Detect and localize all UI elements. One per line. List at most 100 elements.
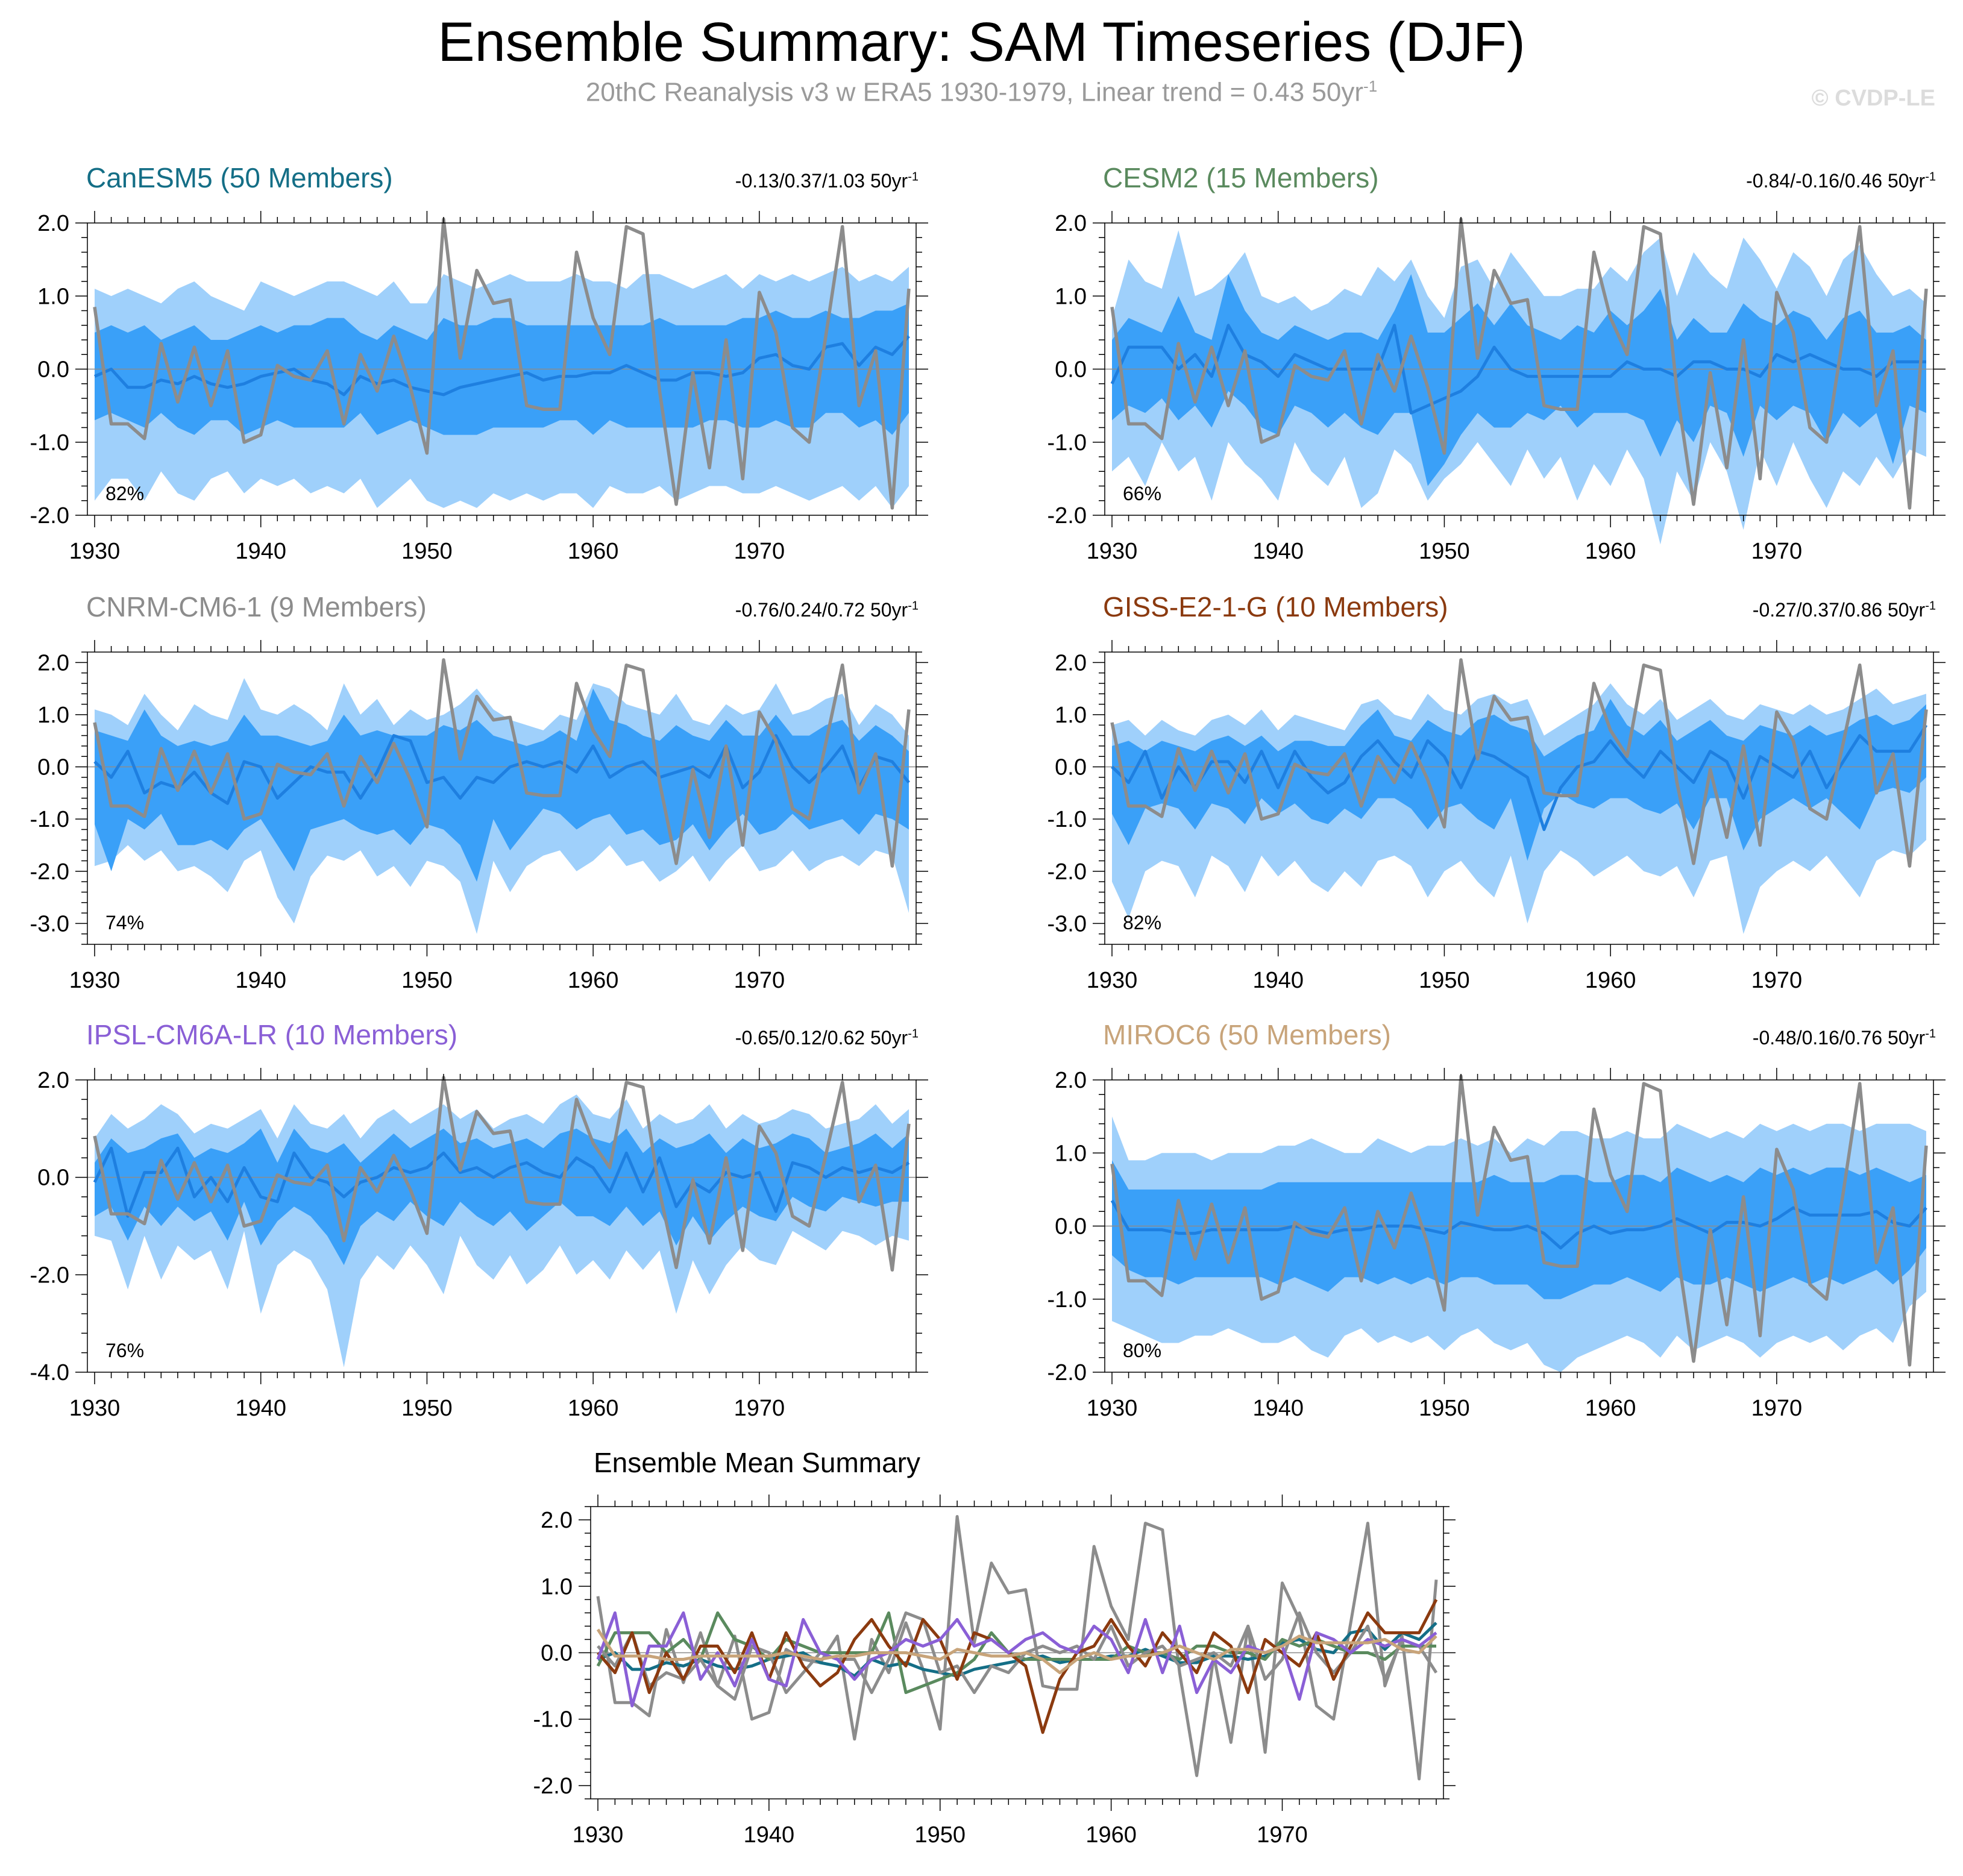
trend-exponent: -1 (908, 170, 919, 184)
percent-label: 82% (105, 483, 144, 504)
panel-trend-ipsl: -0.65/0.12/0.62 50yr-1 (735, 1027, 919, 1049)
ensemble-mean-line (1110, 324, 1926, 415)
plot-frame (87, 1079, 917, 1373)
x-tick-label: 1970 (1751, 1396, 1803, 1421)
y-tick-label: -1.0 (1047, 430, 1087, 456)
y-tick-label: 2.0 (541, 1508, 573, 1533)
x-tick-label: 1970 (734, 539, 785, 564)
y-tick-label: 0.0 (541, 1641, 573, 1666)
x-tick-label: 1930 (1087, 539, 1138, 564)
panel-miroc6: -2.0 -1.0 0.0 1.0 2.0 1930 1940 1950 1960 1970 80% (1047, 1068, 1946, 1421)
x-tick-label: 1930 (69, 1396, 121, 1421)
y-tick-label: -1.0 (30, 807, 69, 832)
y-tick-label: 2.0 (1055, 211, 1087, 236)
panel-trend-cesm2: -0.84/-0.16/0.46 50yr-1 (1746, 170, 1936, 192)
series-line-giss-e2-1-g (597, 1599, 1438, 1734)
y-tick-label: 0.0 (1055, 755, 1087, 780)
y-tick-label: 1.0 (1055, 1141, 1087, 1166)
x-tick-label: 1960 (568, 539, 619, 564)
x-tick-label: 1970 (1751, 968, 1803, 993)
y-tick-label: -1.0 (533, 1707, 573, 1733)
series-line-cesm2 (596, 1611, 1436, 1695)
percent-label: 74% (105, 912, 144, 933)
x-tick-label: 1930 (69, 968, 121, 993)
series-line-miroc6 (596, 1628, 1437, 1675)
x-tick-label: 1950 (1419, 968, 1470, 993)
outer-spread-band (95, 1094, 909, 1367)
y-tick-label: 1.0 (37, 703, 69, 728)
x-tick-label: 1940 (235, 968, 286, 993)
panel-giss-e2-1-g: -3.0 -2.0 -1.0 0.0 1.0 2.0 1930 1940 1950 1960 197… (1047, 640, 1946, 993)
panel-cesm2: -2.0 -1.0 0.0 1.0 2.0 1930 1940 1950 1960 1970 66% (1047, 211, 1946, 564)
x-tick-label: 1930 (1087, 1396, 1138, 1421)
panel-ipsl-cm6a-lr: -4.0 -2.0 0.0 2.0 1930 1940 1950 1960 1970 76% (30, 1068, 928, 1421)
y-tick-label: -1.0 (1047, 1287, 1087, 1313)
x-tick-label: 1960 (1585, 968, 1636, 993)
panel-title-ipsl: IPSL-CM6A-LR (10 Members) (86, 1019, 458, 1050)
trend-text: -0.76/0.24/0.72 50yr (735, 599, 908, 621)
x-tick-label: 1950 (1419, 539, 1470, 564)
y-tick-label: 0.0 (1055, 1214, 1087, 1240)
observation-line (93, 218, 911, 510)
x-tick-label: 1940 (744, 1822, 795, 1848)
trend-exponent: -1 (1925, 170, 1936, 184)
y-tick-label: 1.0 (1055, 703, 1087, 728)
x-tick-label: 1960 (568, 1396, 619, 1421)
y-tick-label: 0.0 (37, 755, 69, 780)
inner-spread-band (1112, 274, 1926, 486)
x-tick-label: 1950 (401, 1396, 453, 1421)
x-tick-label: 1940 (1252, 1396, 1304, 1421)
inner-spread-band (1112, 1160, 1926, 1299)
observation-line (93, 1076, 911, 1272)
trend-exponent: -1 (908, 599, 919, 613)
panel-title-cesm2: CESM2 (15 Members) (1103, 162, 1379, 193)
x-tick-label: 1950 (914, 1822, 966, 1848)
credit-watermark: © CVDP-LE (1811, 86, 1935, 111)
x-tick-label: 1970 (734, 1396, 785, 1421)
x-tick-label: 1940 (1252, 539, 1304, 564)
y-tick-label: 2.0 (37, 211, 69, 236)
x-tick-label: 1970 (1257, 1822, 1308, 1848)
y-tick-label: -4.0 (30, 1360, 69, 1385)
y-tick-label: 2.0 (1055, 650, 1087, 676)
y-tick-label: 0.0 (37, 357, 69, 383)
y-tick-label: 2.0 (37, 1068, 69, 1093)
trend-text: -0.84/-0.16/0.46 50yr (1746, 170, 1926, 192)
observation-line (1110, 658, 1928, 868)
x-tick-label: 1950 (1419, 1396, 1470, 1421)
trend-exponent: -1 (908, 1027, 919, 1041)
series-line-cnrm-cm6-1 (597, 1611, 1438, 1701)
trend-text: -0.27/0.37/0.86 50yr (1752, 599, 1926, 621)
x-tick-label: 1950 (401, 968, 453, 993)
panel-title-giss: GISS-E2-1-G (10 Members) (1103, 591, 1448, 623)
x-tick-label: 1950 (401, 539, 453, 564)
panel-title-miroc6: MIROC6 (50 Members) (1103, 1019, 1391, 1050)
trend-text: -0.65/0.12/0.62 50yr (735, 1027, 908, 1049)
trend-exponent: -1 (1925, 599, 1936, 613)
observation-line (1110, 1074, 1928, 1367)
y-tick-label: 2.0 (1055, 1068, 1087, 1093)
panel-canesm5: -2.0 -1.0 0.0 1.0 2.0 1930 1940 1950 1960 1970 82% (30, 211, 928, 564)
percent-label: 82% (1123, 912, 1161, 933)
y-tick-label: -3.0 (30, 911, 69, 936)
ensemble-mean-line (93, 335, 910, 397)
x-tick-label: 1930 (573, 1822, 624, 1848)
x-tick-label: 1960 (1585, 1396, 1636, 1421)
y-tick-label: -2.0 (1047, 1360, 1087, 1385)
y-tick-label: 0.0 (1055, 357, 1087, 383)
figure-subtitle: 20thC Reanalysis v3 w ERA5 1930-1979, Li… (0, 77, 1963, 108)
subtitle-text: 20thC Reanalysis v3 w ERA5 1930-1979, Li… (585, 77, 1364, 107)
panel-trend-miroc6: -0.48/0.16/0.76 50yr-1 (1753, 1027, 1936, 1049)
inner-spread-band (1112, 698, 1926, 861)
percent-label: 80% (1123, 1340, 1161, 1361)
panel-cnrm-cm6-1: -3.0 -2.0 -1.0 0.0 1.0 2.0 1930 1940 1950 1960 197… (30, 640, 928, 993)
trend-text: -0.13/0.37/1.03 50yr (735, 170, 908, 192)
y-tick-label: -1.0 (1047, 807, 1087, 832)
y-tick-label: 0.0 (37, 1165, 69, 1191)
panel-ensemble-mean-summary: -2.0 -1.0 0.0 1.0 2.0 1930 1940 1950 1960 1970 (533, 1495, 1456, 1848)
ensemble-mean-line (1111, 724, 1928, 831)
y-tick-label: -1.0 (30, 430, 69, 456)
subtitle-exponent: -1 (1363, 77, 1378, 95)
x-tick-label: 1960 (1585, 539, 1636, 564)
